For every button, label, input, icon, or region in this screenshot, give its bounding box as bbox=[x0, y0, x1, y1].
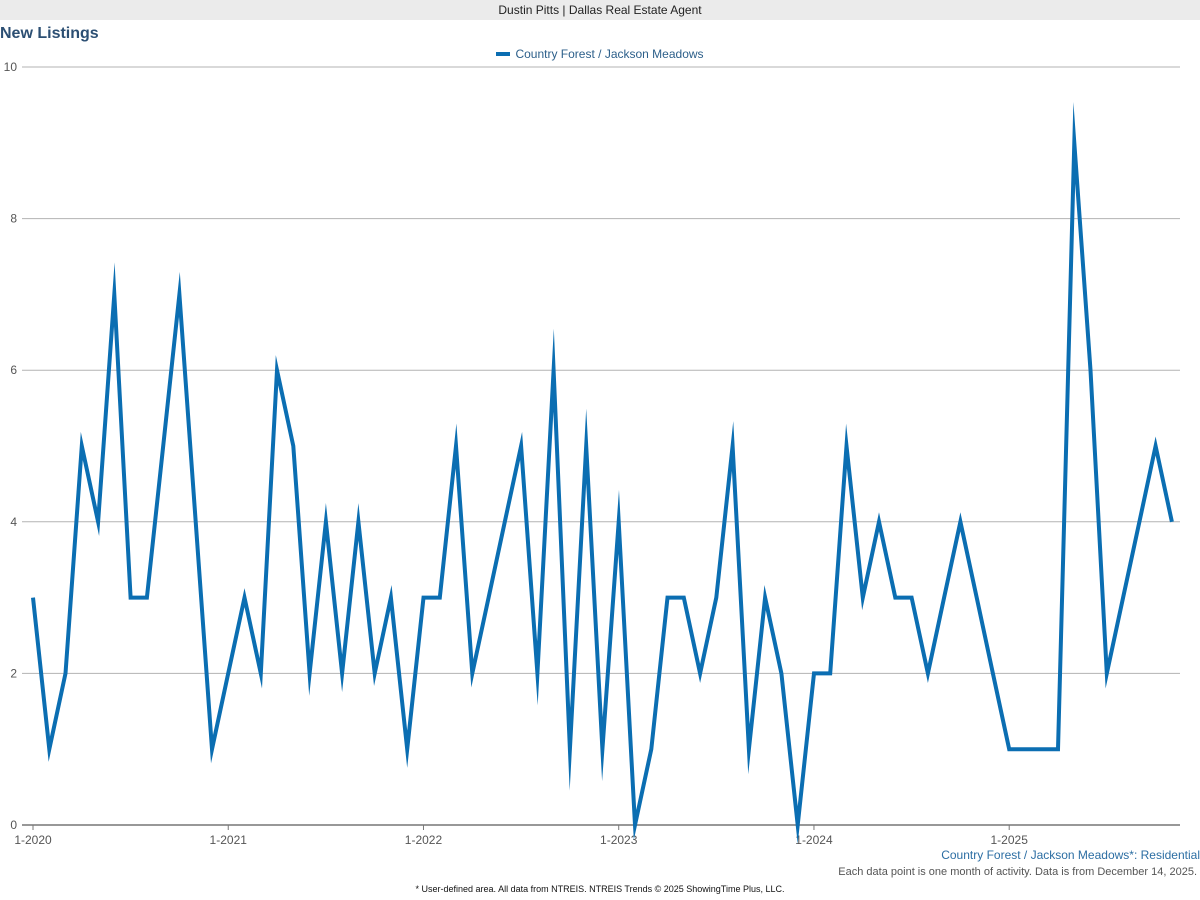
data-point bbox=[747, 747, 751, 751]
data-point bbox=[503, 520, 507, 524]
data-point bbox=[226, 671, 230, 675]
data-point bbox=[421, 596, 425, 600]
data-point bbox=[991, 671, 995, 675]
data-point bbox=[763, 596, 767, 600]
data-point bbox=[129, 596, 133, 600]
data-point bbox=[389, 596, 393, 600]
data-point bbox=[1137, 520, 1141, 524]
data-point bbox=[373, 671, 377, 675]
data-point bbox=[356, 520, 360, 524]
data-point bbox=[845, 444, 849, 448]
data-point bbox=[324, 520, 328, 524]
data-point bbox=[649, 747, 653, 751]
data-point bbox=[893, 596, 897, 600]
data-point bbox=[861, 596, 865, 600]
x-tick-label: 1-2022 bbox=[405, 833, 443, 847]
data-point bbox=[617, 520, 621, 524]
y-tick-label: 2 bbox=[10, 666, 17, 680]
y-tick-label: 8 bbox=[10, 212, 17, 226]
data-point bbox=[340, 671, 344, 675]
data-point bbox=[1121, 596, 1125, 600]
grid-lines bbox=[22, 66, 1180, 674]
data-point bbox=[714, 596, 718, 600]
data-point bbox=[438, 596, 442, 600]
data-point bbox=[682, 596, 686, 600]
data-point bbox=[112, 292, 116, 296]
data-point bbox=[405, 747, 409, 751]
data-point bbox=[600, 747, 604, 751]
data-point bbox=[194, 520, 198, 524]
x-tick-label: 1-2020 bbox=[14, 833, 52, 847]
data-point bbox=[779, 671, 783, 675]
data-point bbox=[568, 747, 572, 751]
data-point bbox=[1023, 747, 1027, 751]
axes: 0 2 4 6 8 10 1-2020 1-2021 1-2022 1-2023 1-2024 1-2… bbox=[4, 60, 1180, 847]
data-point bbox=[243, 596, 247, 600]
data-point bbox=[958, 520, 962, 524]
data-point bbox=[1040, 747, 1044, 751]
data-point bbox=[259, 671, 263, 675]
y-tick-label: 4 bbox=[10, 515, 17, 529]
data-point bbox=[470, 671, 474, 675]
data-point bbox=[308, 671, 312, 675]
x-tick-label: 1-2021 bbox=[210, 833, 248, 847]
data-point bbox=[47, 747, 51, 751]
page-header: Dustin Pitts | Dallas Real Estate Agent bbox=[0, 0, 1200, 20]
data-point bbox=[96, 520, 100, 524]
data-point bbox=[796, 823, 800, 827]
data-point bbox=[1056, 747, 1060, 751]
data-point bbox=[698, 671, 702, 675]
x-tick-label: 1-2024 bbox=[795, 833, 833, 847]
series-line bbox=[31, 101, 1174, 844]
data-point bbox=[454, 444, 458, 448]
data-point bbox=[487, 596, 491, 600]
area-note: Country Forest / Jackson Meadows*: Resid… bbox=[941, 848, 1200, 862]
data-point bbox=[177, 292, 181, 296]
data-point bbox=[1007, 747, 1011, 751]
data-point bbox=[666, 596, 670, 600]
data-point bbox=[975, 596, 979, 600]
data-point bbox=[1072, 141, 1076, 145]
data-point bbox=[633, 823, 637, 827]
data-point bbox=[828, 671, 832, 675]
legend-swatch bbox=[496, 51, 511, 56]
data-point bbox=[1105, 671, 1109, 675]
data-point bbox=[161, 444, 165, 448]
x-tick-label: 1-2023 bbox=[600, 833, 638, 847]
data-point bbox=[210, 747, 214, 751]
data-point bbox=[584, 444, 588, 448]
data-point bbox=[64, 671, 68, 675]
x-tick-label: 1-2025 bbox=[991, 833, 1029, 847]
data-point bbox=[926, 671, 930, 675]
data-note: Each data point is one month of activity… bbox=[838, 866, 1197, 878]
legend-label: Country Forest / Jackson Meadows bbox=[515, 47, 704, 61]
data-point bbox=[812, 671, 816, 675]
data-point bbox=[877, 520, 881, 524]
data-point bbox=[1170, 520, 1174, 524]
data-point bbox=[910, 596, 914, 600]
data-point bbox=[31, 596, 35, 600]
data-point bbox=[80, 444, 84, 448]
data-point bbox=[1089, 368, 1093, 372]
data-point bbox=[731, 444, 735, 448]
footer-note: * User-defined area. All data from NTREI… bbox=[415, 884, 785, 894]
data-point bbox=[145, 596, 149, 600]
series-layer bbox=[31, 101, 1174, 844]
chart-legend: Country Forest / Jackson Meadows bbox=[0, 47, 1200, 61]
chart-title: New Listings bbox=[0, 25, 99, 42]
data-point bbox=[291, 444, 295, 448]
data-point bbox=[535, 671, 539, 675]
y-tick-label: 10 bbox=[4, 60, 18, 74]
data-point bbox=[942, 596, 946, 600]
y-tick-label: 0 bbox=[10, 818, 17, 832]
y-tick-label: 6 bbox=[10, 363, 17, 377]
data-point bbox=[552, 368, 556, 372]
data-point bbox=[1154, 444, 1158, 448]
data-point bbox=[275, 368, 279, 372]
data-point bbox=[519, 444, 523, 448]
